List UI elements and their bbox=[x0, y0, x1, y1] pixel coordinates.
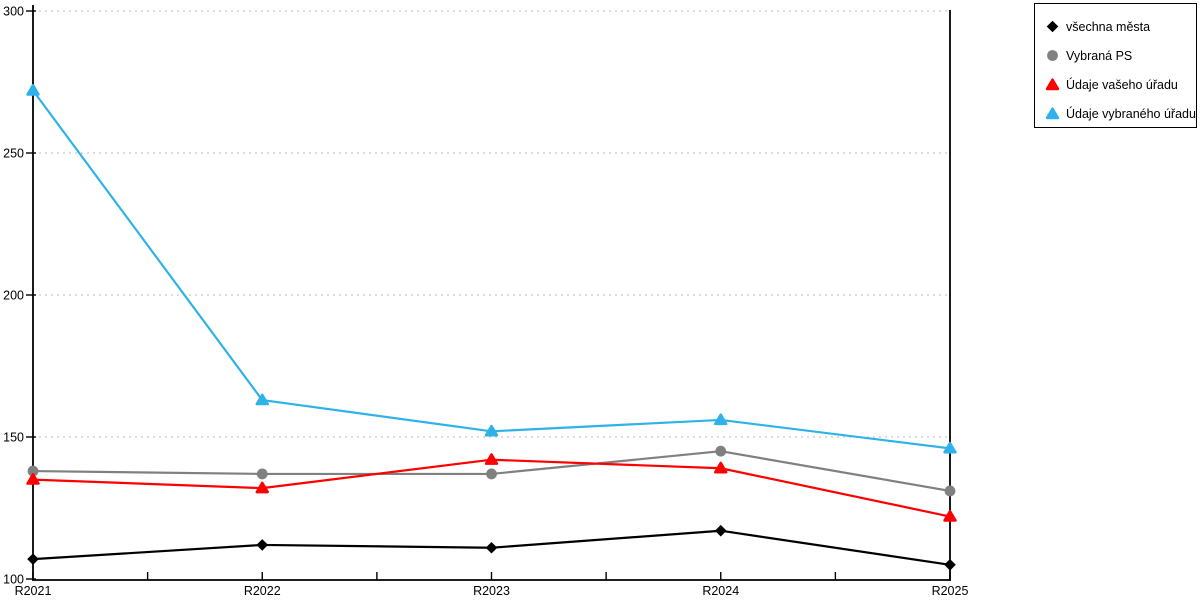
x-tick-label: R2021 bbox=[15, 584, 52, 598]
y-tick-label: 200 bbox=[3, 289, 24, 303]
triangle-glyph bbox=[1045, 107, 1060, 120]
x-tick-label: R2022 bbox=[244, 584, 281, 598]
series-line-2 bbox=[31, 458, 952, 518]
data-point bbox=[484, 424, 499, 437]
data-point bbox=[714, 413, 728, 426]
data-point bbox=[943, 441, 957, 454]
x-tick-label: R2024 bbox=[702, 584, 739, 598]
legend-label: Údaje vybraného úřadu bbox=[1066, 106, 1196, 121]
data-point bbox=[485, 541, 498, 554]
legend-label: Vybraná PS bbox=[1066, 48, 1133, 63]
data-point bbox=[715, 445, 727, 457]
y-tick-label: 250 bbox=[3, 147, 24, 161]
data-point bbox=[26, 84, 40, 96]
circle-glyph bbox=[1047, 50, 1058, 61]
y-tick-label: 300 bbox=[3, 5, 24, 19]
circle-icon bbox=[1045, 48, 1060, 63]
y-tick-label: 100 bbox=[3, 573, 24, 587]
legend-item-udaje-vybraneho-uradu: Údaje vybraného úřadu bbox=[1035, 99, 1196, 128]
y-tick-label: 150 bbox=[3, 431, 24, 445]
data-point bbox=[255, 393, 269, 406]
legend-label: všechna města bbox=[1066, 19, 1151, 34]
data-point bbox=[26, 473, 40, 485]
data-point bbox=[944, 485, 956, 497]
data-point bbox=[943, 510, 957, 522]
triangle-icon bbox=[1045, 106, 1060, 121]
data-point bbox=[27, 465, 39, 477]
data-point bbox=[944, 559, 956, 571]
legend-item-vybrana-ps: Vybraná PS bbox=[1035, 41, 1196, 70]
legend: všechna města Vybraná PS Údaje vašeho úř… bbox=[1034, 3, 1197, 128]
data-point bbox=[27, 553, 39, 565]
diamond-icon bbox=[1045, 19, 1060, 34]
data-point bbox=[255, 481, 269, 494]
triangle-icon bbox=[1045, 77, 1060, 92]
series-line-3 bbox=[31, 89, 952, 450]
data-point bbox=[714, 524, 727, 537]
legend-item-udaje-vaseho-uradu: Údaje vašeho úřadu bbox=[1035, 70, 1196, 99]
triangle-glyph bbox=[1045, 78, 1060, 91]
legend-label: Údaje vašeho úřadu bbox=[1066, 77, 1178, 92]
data-point bbox=[256, 468, 268, 480]
x-tick-label: R2025 bbox=[932, 584, 969, 598]
data-point bbox=[484, 453, 499, 465]
data-point bbox=[256, 539, 269, 551]
data-point bbox=[486, 468, 497, 480]
legend-item-vsechna-mesta: všechna města bbox=[1035, 12, 1196, 41]
data-point bbox=[714, 461, 728, 474]
x-tick-label: R2023 bbox=[473, 584, 510, 598]
diamond-glyph bbox=[1046, 20, 1059, 33]
